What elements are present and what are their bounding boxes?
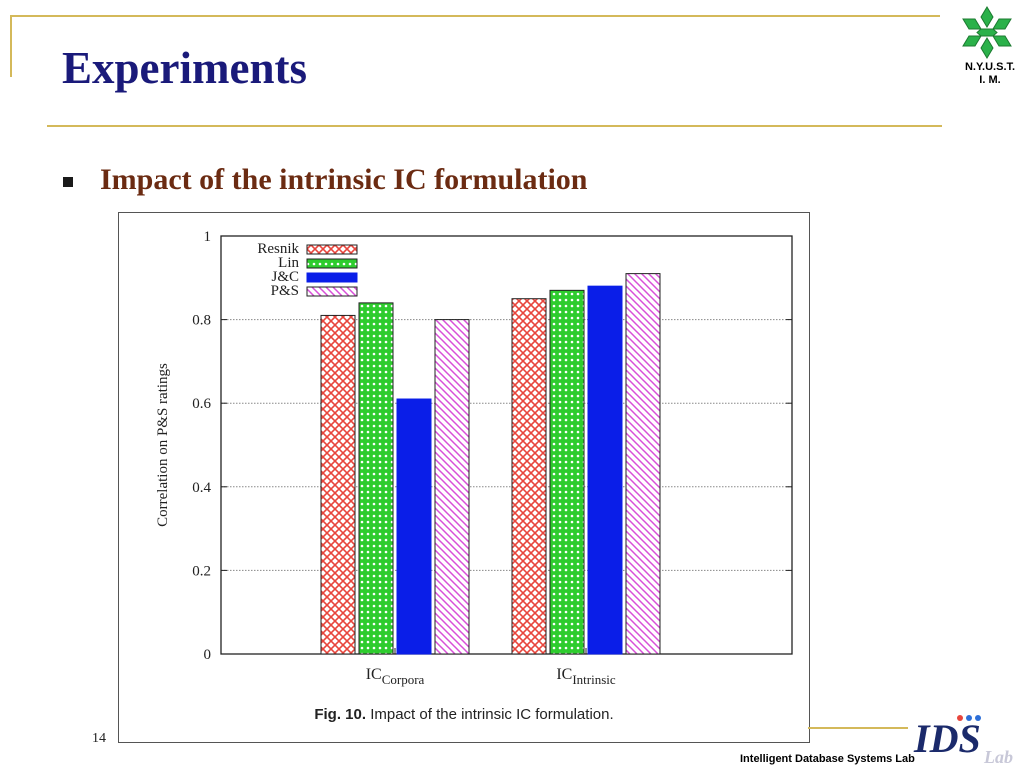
bar-resnik-corpora bbox=[320, 314, 356, 655]
bar-lin-corpora bbox=[358, 302, 394, 655]
y-tick-label: 0.8 bbox=[192, 313, 211, 329]
y-tick-label: 0.4 bbox=[192, 480, 211, 496]
bar-chart: 0 0.2 0.4 0.6 0.8 1 Correlation on P&S ratings… bbox=[155, 229, 793, 687]
bar-ps-intrinsic bbox=[625, 273, 661, 655]
y-tick-label: 0 bbox=[204, 647, 212, 663]
university-logo-line-2: I. M. bbox=[979, 74, 1001, 86]
y-axis-label: Correlation on P&S ratings bbox=[155, 363, 171, 527]
bar-resnik-intrinsic bbox=[511, 298, 547, 655]
x-tick-label: ICCorpora bbox=[366, 666, 425, 687]
bottom-rule bbox=[808, 727, 908, 729]
bar-jc-intrinsic bbox=[587, 285, 623, 655]
bar-lin-intrinsic bbox=[549, 289, 585, 655]
page-number: 14 bbox=[92, 731, 106, 746]
lab-logo-sub: Lab bbox=[983, 747, 1013, 767]
x-tick-label: ICIntrinsic bbox=[556, 666, 616, 687]
lab-logo-dot-blue-2 bbox=[975, 715, 981, 721]
lab-logo-dot-red bbox=[957, 715, 963, 721]
bar-jc-corpora bbox=[396, 398, 432, 655]
lab-logo-letters: IDS bbox=[913, 716, 981, 761]
figure-caption-label: Fig. 10. bbox=[314, 706, 367, 723]
legend-swatch bbox=[306, 286, 358, 297]
plot-frame bbox=[220, 235, 793, 655]
y-tick-label: 0.2 bbox=[192, 563, 211, 579]
bullet-square-icon bbox=[63, 177, 73, 187]
y-tick-label: 0.6 bbox=[192, 396, 211, 412]
university-logo-line-1: N.Y.U.S.T. bbox=[964, 61, 1016, 73]
figure-caption-text: Impact of the intrinsic IC formulation. bbox=[370, 706, 614, 723]
lab-logo-icon: IDS Lab bbox=[913, 715, 1013, 767]
footer-lab-name: Intelligent Database Systems Lab bbox=[740, 753, 915, 765]
legend-swatch bbox=[306, 258, 358, 269]
legend-label: P&S bbox=[271, 283, 299, 299]
university-logo-label: N.Y.U.S.T. I. M. bbox=[950, 61, 1024, 87]
figure-caption: Fig. 10. Impact of the intrinsic IC form… bbox=[119, 706, 809, 723]
slide-title: Experiments bbox=[62, 43, 307, 93]
legend-swatch bbox=[306, 244, 358, 255]
title-rule bbox=[47, 125, 942, 127]
lab-logo-dot-blue bbox=[966, 715, 972, 721]
legend-label: J&C bbox=[271, 269, 299, 285]
top-rule bbox=[10, 15, 940, 17]
left-rule bbox=[10, 15, 12, 77]
legend-swatch bbox=[306, 272, 358, 283]
y-tick-label: 1 bbox=[204, 229, 212, 245]
plot-area: 0 0.2 0.4 0.6 0.8 1 Correlation on P&S ratings… bbox=[155, 229, 793, 687]
legend-label: Lin bbox=[278, 255, 299, 271]
university-logo-icon bbox=[962, 6, 1012, 59]
figure-panel: 0 0.2 0.4 0.6 0.8 1 Correlation on P&S ratings… bbox=[118, 212, 810, 743]
legend-label: Resnik bbox=[257, 241, 299, 257]
bullet-text: Impact of the intrinsic IC formulation bbox=[100, 163, 588, 196]
bar-ps-corpora bbox=[434, 319, 470, 655]
